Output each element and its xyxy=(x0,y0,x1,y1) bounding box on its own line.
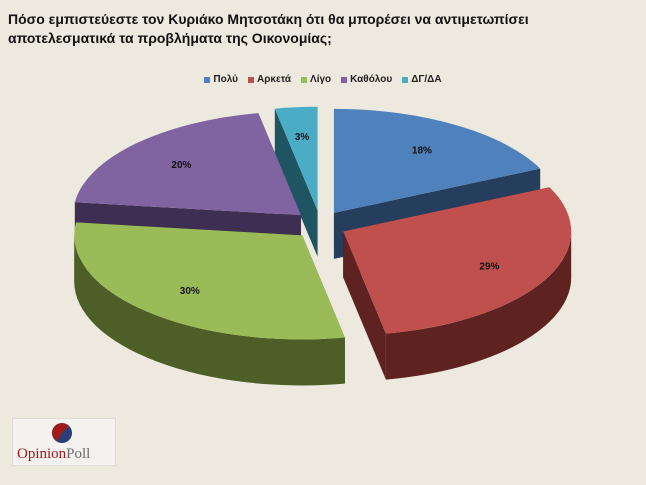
pie-slice-1: 29% xyxy=(343,187,572,380)
legend-swatch xyxy=(402,76,409,83)
legend-label: ΔΓ/ΔΑ xyxy=(411,74,442,85)
slice-value-label: 29% xyxy=(479,262,499,273)
logo-text-a: Opinion xyxy=(17,446,67,462)
slice-outer-wall xyxy=(385,231,572,380)
logo-text-b: Poll xyxy=(66,446,91,462)
slice-value-label: 20% xyxy=(171,160,191,171)
legend-swatch xyxy=(247,76,254,83)
legend-item-arketa: Αρκετά xyxy=(247,74,292,85)
slice-value-label: 3% xyxy=(295,132,310,143)
legend: Πολύ Αρκετά Λίγο Καθόλου ΔΓ/ΔΑ xyxy=(0,74,646,85)
legend-item-dgda: ΔΓ/ΔΑ xyxy=(402,74,442,85)
slice-value-label: 18% xyxy=(412,146,432,157)
legend-swatch xyxy=(204,76,211,83)
slice-top xyxy=(74,222,345,340)
legend-item-ligo: Λίγο xyxy=(301,74,331,85)
legend-label: Πολύ xyxy=(213,74,238,85)
legend-item-poly: Πολύ xyxy=(204,74,238,85)
chart-title: Πόσο εμπιστεύεστε τον Κυριάκο Μητσοτάκη … xyxy=(8,11,529,46)
slice-top xyxy=(333,108,541,213)
slice-wall-1 xyxy=(343,231,386,380)
legend-label: Καθόλου xyxy=(350,74,393,85)
legend-item-katholou: Καθόλου xyxy=(341,74,392,85)
pie-slice-2: 30% xyxy=(74,222,345,386)
legend-label: Λίγο xyxy=(310,74,332,85)
legend-label: Αρκετά xyxy=(256,74,292,85)
slice-top xyxy=(74,113,301,216)
logo-emblem-icon xyxy=(52,423,72,443)
pie-slice-4: 3% xyxy=(274,106,318,257)
logo-text: OpinionPoll xyxy=(17,446,90,463)
slice-wall-0 xyxy=(274,108,318,257)
slice-outer-wall xyxy=(74,235,345,386)
legend-swatch xyxy=(341,76,348,83)
slice-top xyxy=(343,187,572,334)
opinion-poll-logo: OpinionPoll xyxy=(12,418,116,466)
slice-value-label: 30% xyxy=(180,286,200,297)
legend-swatch xyxy=(301,76,308,83)
slice-top xyxy=(274,106,318,211)
